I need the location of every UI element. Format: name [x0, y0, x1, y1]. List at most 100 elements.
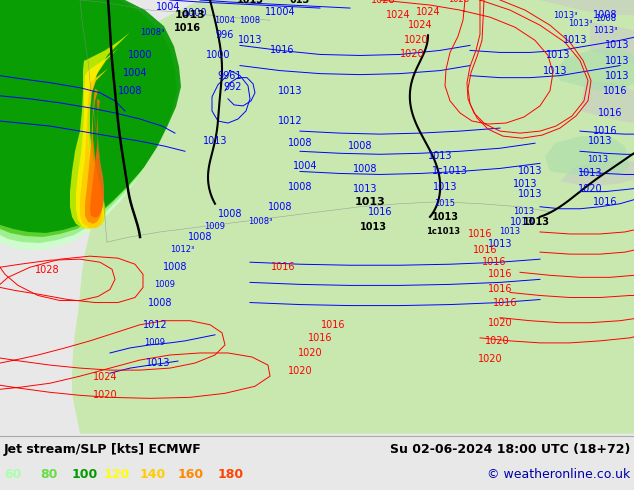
Text: 140: 140 [140, 468, 166, 481]
Polygon shape [0, 0, 168, 250]
Polygon shape [70, 32, 130, 229]
Text: 1008: 1008 [268, 202, 292, 212]
Text: 1013: 1013 [543, 66, 567, 75]
Text: 1013³: 1013³ [568, 19, 592, 28]
Text: © weatheronline.co.uk: © weatheronline.co.uk [487, 468, 630, 481]
Text: 1009: 1009 [155, 280, 176, 289]
Text: 1020: 1020 [484, 336, 509, 346]
Text: 1013: 1013 [278, 86, 302, 96]
Text: 992: 992 [224, 82, 242, 92]
Text: 1020: 1020 [578, 184, 602, 194]
Text: 1013: 1013 [146, 358, 171, 368]
Text: 80: 80 [40, 468, 57, 481]
Text: 1028³: 1028³ [448, 0, 472, 4]
Text: 1013: 1013 [588, 136, 612, 146]
Text: 1c1013: 1c1013 [426, 227, 460, 237]
Text: 1013³: 1013³ [593, 26, 618, 35]
Text: 1004: 1004 [123, 68, 147, 77]
Text: 1020: 1020 [404, 35, 429, 46]
Text: 1013: 1013 [238, 35, 262, 46]
Text: 1013³: 1013³ [553, 11, 577, 20]
Text: 1020: 1020 [399, 49, 424, 59]
Polygon shape [80, 69, 108, 228]
Text: 1016: 1016 [321, 320, 346, 330]
Text: Jet stream/SLP [kts] ECMWF: Jet stream/SLP [kts] ECMWF [4, 443, 202, 456]
Text: 013: 013 [290, 0, 310, 5]
Text: 1012: 1012 [143, 320, 167, 330]
Text: 1013: 1013 [588, 155, 609, 164]
Polygon shape [90, 99, 104, 218]
Text: 1016: 1016 [473, 245, 497, 255]
Text: 1008³: 1008³ [248, 218, 272, 226]
Polygon shape [0, 0, 172, 243]
Text: 1008³: 1008³ [139, 28, 164, 37]
Text: 1012: 1012 [278, 116, 302, 126]
Text: 1024: 1024 [416, 7, 440, 17]
Text: 1008: 1008 [163, 262, 187, 272]
Text: 1013: 1013 [605, 55, 630, 66]
Text: 1c1013: 1c1013 [432, 167, 468, 176]
Text: 1013: 1013 [174, 10, 205, 20]
Text: 1004: 1004 [156, 2, 180, 12]
Text: 1013: 1013 [236, 0, 264, 5]
Text: 1013: 1013 [578, 169, 602, 178]
Text: 1008: 1008 [288, 182, 313, 192]
Text: 1013: 1013 [546, 50, 570, 60]
Polygon shape [545, 136, 630, 176]
Text: 1008: 1008 [348, 141, 372, 151]
Text: 1013: 1013 [354, 196, 385, 207]
Polygon shape [72, 0, 634, 434]
Text: 1020: 1020 [288, 366, 313, 376]
Text: 1020: 1020 [477, 354, 502, 364]
Text: 1020: 1020 [93, 391, 117, 400]
Text: 1008: 1008 [240, 16, 261, 24]
Polygon shape [0, 0, 181, 233]
Text: 1008: 1008 [118, 86, 142, 96]
Polygon shape [76, 49, 118, 229]
Polygon shape [0, 0, 177, 237]
Text: 1013: 1013 [513, 178, 537, 189]
Text: 1016: 1016 [174, 23, 200, 33]
Text: 996: 996 [216, 30, 234, 40]
Polygon shape [540, 0, 634, 15]
Text: 1008: 1008 [593, 10, 618, 20]
Text: 1016: 1016 [593, 126, 618, 136]
Text: 1004: 1004 [293, 161, 317, 172]
Text: 1016: 1016 [482, 257, 507, 267]
Text: 1016: 1016 [368, 207, 392, 217]
Text: 1028: 1028 [371, 0, 396, 5]
Text: 1008: 1008 [188, 232, 212, 242]
Text: 1016: 1016 [271, 262, 295, 272]
Text: 1013: 1013 [353, 184, 377, 194]
Text: 1009: 1009 [205, 222, 226, 231]
Text: 1013: 1013 [605, 40, 630, 50]
Text: 1013: 1013 [518, 167, 542, 176]
Polygon shape [555, 49, 634, 91]
Text: 120: 120 [104, 468, 130, 481]
Text: 1013: 1013 [518, 189, 542, 198]
Text: 1013: 1013 [563, 35, 587, 46]
Polygon shape [590, 22, 634, 63]
Text: 1013: 1013 [605, 71, 630, 81]
Polygon shape [560, 161, 634, 187]
Text: 1012³: 1012³ [170, 245, 194, 254]
Text: 1004: 1004 [214, 16, 235, 24]
Text: 1024: 1024 [408, 20, 432, 30]
Text: 1013: 1013 [488, 239, 512, 249]
Polygon shape [580, 81, 634, 123]
Text: 1008: 1008 [148, 297, 172, 308]
Text: 1009: 1009 [145, 339, 165, 347]
Text: 1020: 1020 [298, 348, 322, 358]
Text: 1024: 1024 [385, 10, 410, 20]
Text: 1013: 1013 [433, 182, 457, 192]
Text: 1008: 1008 [217, 209, 242, 219]
Text: 1013: 1013 [432, 212, 458, 222]
Text: Su 02-06-2024 18:00 UTC (18+72): Su 02-06-2024 18:00 UTC (18+72) [390, 443, 630, 456]
Text: 1013: 1013 [500, 227, 521, 237]
Text: 1013: 1013 [359, 222, 387, 232]
Text: 1013: 1013 [522, 217, 550, 227]
Text: 1000: 1000 [183, 8, 207, 18]
Text: 1016: 1016 [593, 196, 618, 207]
Text: 1020: 1020 [488, 318, 512, 328]
Text: 1028: 1028 [35, 265, 60, 275]
